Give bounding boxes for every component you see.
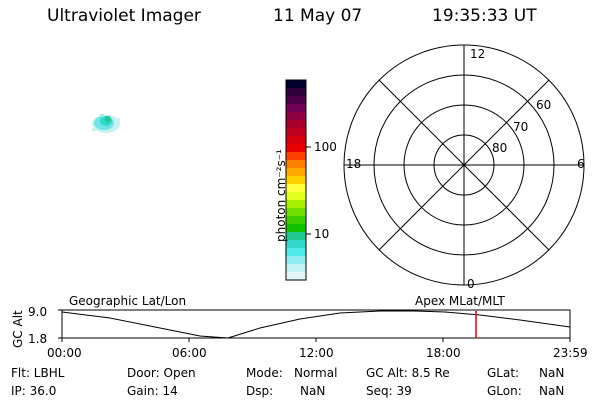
colorbar-swatch <box>286 232 306 241</box>
colorbar-swatch <box>286 200 306 209</box>
timeline-x-tick-label-2359: 23:59 <box>553 346 588 360</box>
timeline-x-tick-label-0000: 00:00 <box>47 346 82 360</box>
colorbar-swatches <box>286 80 306 281</box>
colorbar-frame <box>285 79 307 281</box>
dsp-value: NaN <box>300 384 326 398</box>
mode-label: Mode: <box>246 366 283 380</box>
glon-value: NaN <box>539 384 565 398</box>
mlt-label-12: 12 <box>470 47 486 61</box>
lat-label-70: 70 <box>513 120 529 134</box>
timeline-x-tick-label-1800: 18:00 <box>426 346 461 360</box>
door-info: Door: Open <box>127 366 196 380</box>
dsp-label: Dsp: <box>246 384 274 398</box>
filter-info: Flt: LBHL <box>11 366 65 380</box>
colorbar-swatch <box>286 224 306 233</box>
mlt-label-6: 6 <box>577 157 585 171</box>
colorbar-swatch <box>286 256 306 265</box>
instrument-title: Ultraviolet Imager <box>47 6 201 26</box>
colorbar-swatch <box>286 184 306 193</box>
colorbar-swatch <box>286 128 306 137</box>
timeline-left-label: Geographic Lat/Lon <box>69 294 187 308</box>
colorbar-swatch <box>286 144 306 153</box>
colorbar-swatch <box>286 152 306 161</box>
colorbar-swatch <box>286 216 306 225</box>
ip-info: IP: 36.0 <box>11 384 57 398</box>
lat-label-80: 80 <box>492 141 508 155</box>
timeline-x-tick-label-0600: 06:00 <box>172 346 207 360</box>
mlt-label-18: 18 <box>346 157 362 171</box>
colorbar-swatch <box>286 264 306 273</box>
colorbar-tick-label-100: 100 <box>314 140 337 154</box>
colorbar-swatch <box>286 120 306 129</box>
colorbar-swatch <box>286 112 306 121</box>
colorbar-swatch <box>286 192 306 201</box>
glon-label: GLon: <box>487 384 522 398</box>
colorbar-swatch <box>286 208 306 217</box>
colorbar-swatch <box>286 240 306 249</box>
colorbar-swatch <box>286 104 306 113</box>
mlt-label-0: 0 <box>467 277 475 291</box>
gc-alt-info: GC Alt: 8.5 Re <box>366 366 450 380</box>
timeline-right-label: Apex MLat/MLT <box>415 294 505 308</box>
colorbar-tick-label-10: 10 <box>314 227 330 241</box>
colorbar-swatch <box>286 272 306 281</box>
colorbar-swatch <box>286 168 306 177</box>
colorbar-swatch <box>286 248 306 257</box>
mode-value: Normal <box>294 366 338 380</box>
date-label: 11 May 07 <box>273 6 363 26</box>
timeline-y-tick-label-max: 9.0 <box>28 305 48 319</box>
altitude-trace <box>61 310 571 339</box>
colorbar-swatch <box>286 136 306 145</box>
colorbar-swatch <box>286 176 306 185</box>
lat-label-60: 60 <box>536 98 552 112</box>
timeline-x-ticks <box>61 338 571 342</box>
timeline-y-tick-label-min: 1.8 <box>28 332 48 346</box>
time-label: 19:35:33 UT <box>432 6 537 26</box>
timeline-x-tick-label-1200: 12:00 <box>299 346 334 360</box>
seq-info: Seq: 39 <box>366 384 412 398</box>
gain-info: Gain: 14 <box>127 384 178 398</box>
colorbar-swatch <box>286 88 306 97</box>
colorbar-swatch <box>286 80 306 89</box>
glat-label: GLat: <box>487 366 520 380</box>
glat-value: NaN <box>539 366 565 380</box>
colorbar-swatch <box>286 160 306 169</box>
colorbar-swatch <box>286 96 306 105</box>
polar-diagonal-2 <box>378 79 550 251</box>
